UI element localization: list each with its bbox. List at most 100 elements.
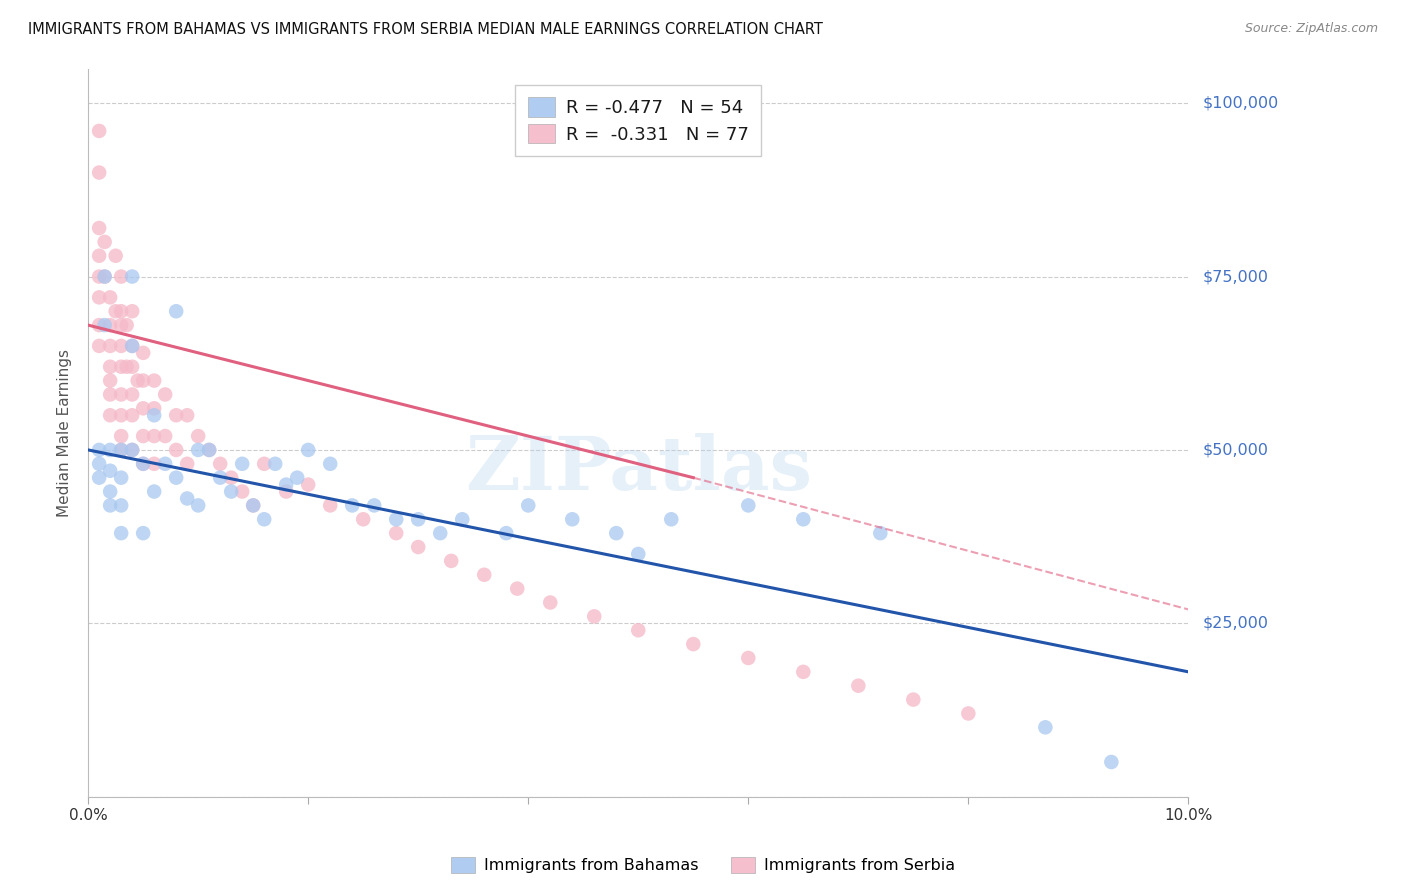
Point (165, 409, 187, 423)
Legend: Immigrants from Bahamas, Immigrants from Serbia: Immigrants from Bahamas, Immigrants from… (444, 850, 962, 880)
Point (132, 457, 155, 471)
Point (110, 526, 132, 541)
Point (127, 374, 149, 388)
Point (98, 442, 121, 457)
Point (132, 401, 155, 416)
Point (143, 429, 166, 443)
Point (121, 339, 143, 353)
Point (110, 429, 132, 443)
Point (198, 442, 221, 457)
Point (406, 540, 429, 554)
Point (132, 457, 155, 471)
Text: Source: ZipAtlas.com: Source: ZipAtlas.com (1244, 22, 1378, 36)
Y-axis label: Median Male Earnings: Median Male Earnings (58, 349, 72, 516)
Point (89, 165, 111, 179)
Point (737, 651, 759, 665)
Legend: R = -0.477   N = 54, R =  -0.331   N = 77: R = -0.477 N = 54, R = -0.331 N = 77 (515, 85, 761, 156)
Point (219, 484, 242, 499)
Point (231, 484, 253, 499)
Point (89, 249, 111, 263)
Point (792, 512, 814, 526)
Point (440, 554, 463, 568)
Point (319, 499, 342, 513)
Point (110, 318, 132, 332)
Point (132, 526, 155, 541)
Point (89, 269, 111, 284)
Point (1033, 720, 1056, 734)
Point (89, 290, 111, 304)
Point (93, 318, 115, 332)
Point (121, 304, 143, 318)
Point (285, 471, 308, 485)
Point (98, 499, 121, 513)
Point (451, 512, 474, 526)
Point (98, 359, 121, 374)
Point (187, 499, 209, 513)
Point (187, 442, 209, 457)
Point (89, 442, 111, 457)
Point (153, 457, 176, 471)
Point (737, 499, 759, 513)
Point (115, 359, 138, 374)
Point (89, 457, 111, 471)
Point (1099, 755, 1122, 769)
Point (406, 512, 429, 526)
Point (98, 339, 121, 353)
Point (219, 471, 242, 485)
Point (495, 526, 517, 541)
Point (121, 339, 143, 353)
Point (165, 442, 187, 457)
Point (93, 269, 115, 284)
Point (363, 499, 385, 513)
Point (110, 269, 132, 284)
Point (132, 346, 155, 360)
Point (132, 429, 155, 443)
Point (242, 499, 264, 513)
Point (89, 318, 111, 332)
Point (385, 512, 408, 526)
Point (153, 429, 176, 443)
Point (98, 387, 121, 401)
Point (903, 692, 925, 706)
Point (89, 471, 111, 485)
Point (176, 491, 198, 506)
Point (176, 409, 198, 423)
Text: $25,000: $25,000 (1202, 615, 1268, 631)
Point (176, 457, 198, 471)
Text: $75,000: $75,000 (1202, 269, 1268, 284)
Point (187, 429, 209, 443)
Point (121, 442, 143, 457)
Point (253, 457, 276, 471)
Point (98, 409, 121, 423)
Point (242, 499, 264, 513)
Point (153, 387, 176, 401)
Text: $50,000: $50,000 (1202, 442, 1268, 458)
Point (132, 374, 155, 388)
Point (209, 471, 232, 485)
Point (385, 526, 408, 541)
Point (583, 609, 606, 624)
Point (110, 339, 132, 353)
Point (253, 512, 276, 526)
Point (143, 457, 166, 471)
Point (506, 582, 529, 596)
Point (561, 512, 583, 526)
Point (121, 409, 143, 423)
Text: IMMIGRANTS FROM BAHAMAS VS IMMIGRANTS FROM SERBIA MEDIAN MALE EARNINGS CORRELATI: IMMIGRANTS FROM BAHAMAS VS IMMIGRANTS FR… (28, 22, 823, 37)
Point (104, 249, 127, 263)
Point (98, 464, 121, 478)
Point (352, 512, 374, 526)
Point (121, 269, 143, 284)
Point (98, 290, 121, 304)
Point (98, 484, 121, 499)
Point (110, 304, 132, 318)
Point (98, 374, 121, 388)
Point (115, 318, 138, 332)
Point (143, 409, 166, 423)
Point (517, 499, 540, 513)
Point (264, 457, 287, 471)
Point (165, 471, 187, 485)
Point (231, 457, 253, 471)
Point (198, 442, 221, 457)
Point (627, 547, 650, 561)
